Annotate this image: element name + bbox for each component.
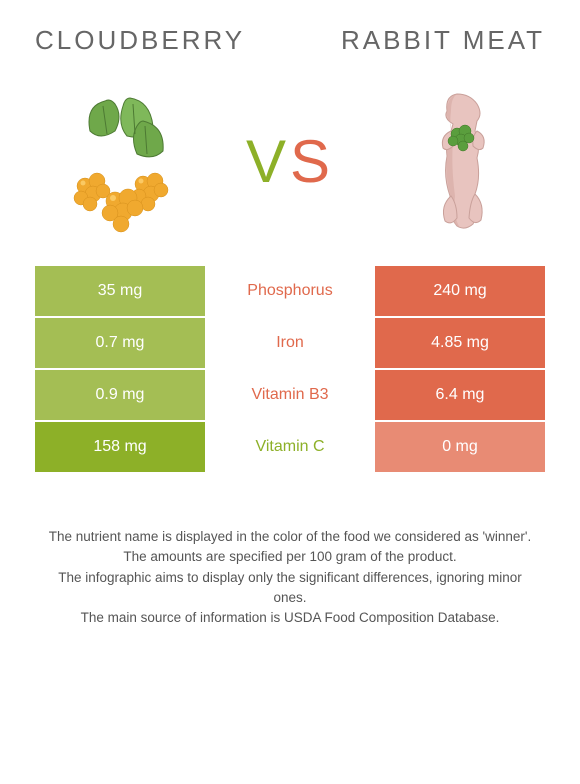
vs-s: S (290, 128, 334, 195)
footer-line-4: The main source of information is USDA F… (40, 608, 540, 628)
rabbit-meat-icon (385, 86, 535, 236)
footer-line-1: The nutrient name is displayed in the co… (40, 527, 540, 547)
footer-notes: The nutrient name is displayed in the co… (35, 527, 545, 628)
footer-line-2: The amounts are specified per 100 gram o… (40, 547, 540, 567)
cloudberry-image (45, 86, 195, 236)
title-row: CLOUDBERRY RABBIT MEAT (35, 25, 545, 56)
footer-line-3: The infographic aims to display only the… (40, 568, 540, 609)
right-value: 6.4 mg (375, 370, 545, 420)
left-value: 35 mg (35, 266, 205, 316)
right-value: 240 mg (375, 266, 545, 316)
images-row: VS (35, 76, 545, 246)
rabbit-meat-image (385, 86, 535, 236)
nutrient-name: Iron (205, 318, 375, 368)
nutrient-name: Vitamin C (205, 422, 375, 472)
left-food-title: CLOUDBERRY (35, 25, 245, 56)
nutrient-name: Phosphorus (205, 266, 375, 316)
comparison-row: 0.9 mgVitamin B36.4 mg (35, 370, 545, 420)
left-value: 0.9 mg (35, 370, 205, 420)
vs-label: VS (246, 127, 334, 196)
comparison-row: 0.7 mgIron4.85 mg (35, 318, 545, 368)
right-value: 4.85 mg (375, 318, 545, 368)
vs-v: V (246, 128, 290, 195)
cloudberry-icon (45, 86, 195, 236)
right-value: 0 mg (375, 422, 545, 472)
comparison-row: 158 mgVitamin C0 mg (35, 422, 545, 472)
right-food-title: RABBIT MEAT (341, 25, 545, 56)
comparison-row: 35 mgPhosphorus240 mg (35, 266, 545, 316)
left-value: 158 mg (35, 422, 205, 472)
left-value: 0.7 mg (35, 318, 205, 368)
nutrient-name: Vitamin B3 (205, 370, 375, 420)
comparison-table: 35 mgPhosphorus240 mg0.7 mgIron4.85 mg0.… (35, 266, 545, 472)
